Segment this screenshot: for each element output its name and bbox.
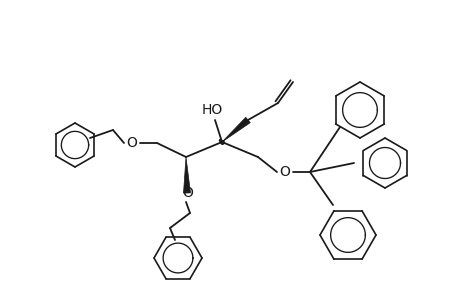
Text: HO: HO bbox=[201, 103, 222, 117]
Text: O: O bbox=[126, 136, 137, 150]
Text: O: O bbox=[182, 186, 193, 200]
Polygon shape bbox=[222, 117, 250, 142]
Text: O: O bbox=[279, 165, 290, 179]
Polygon shape bbox=[183, 157, 190, 193]
